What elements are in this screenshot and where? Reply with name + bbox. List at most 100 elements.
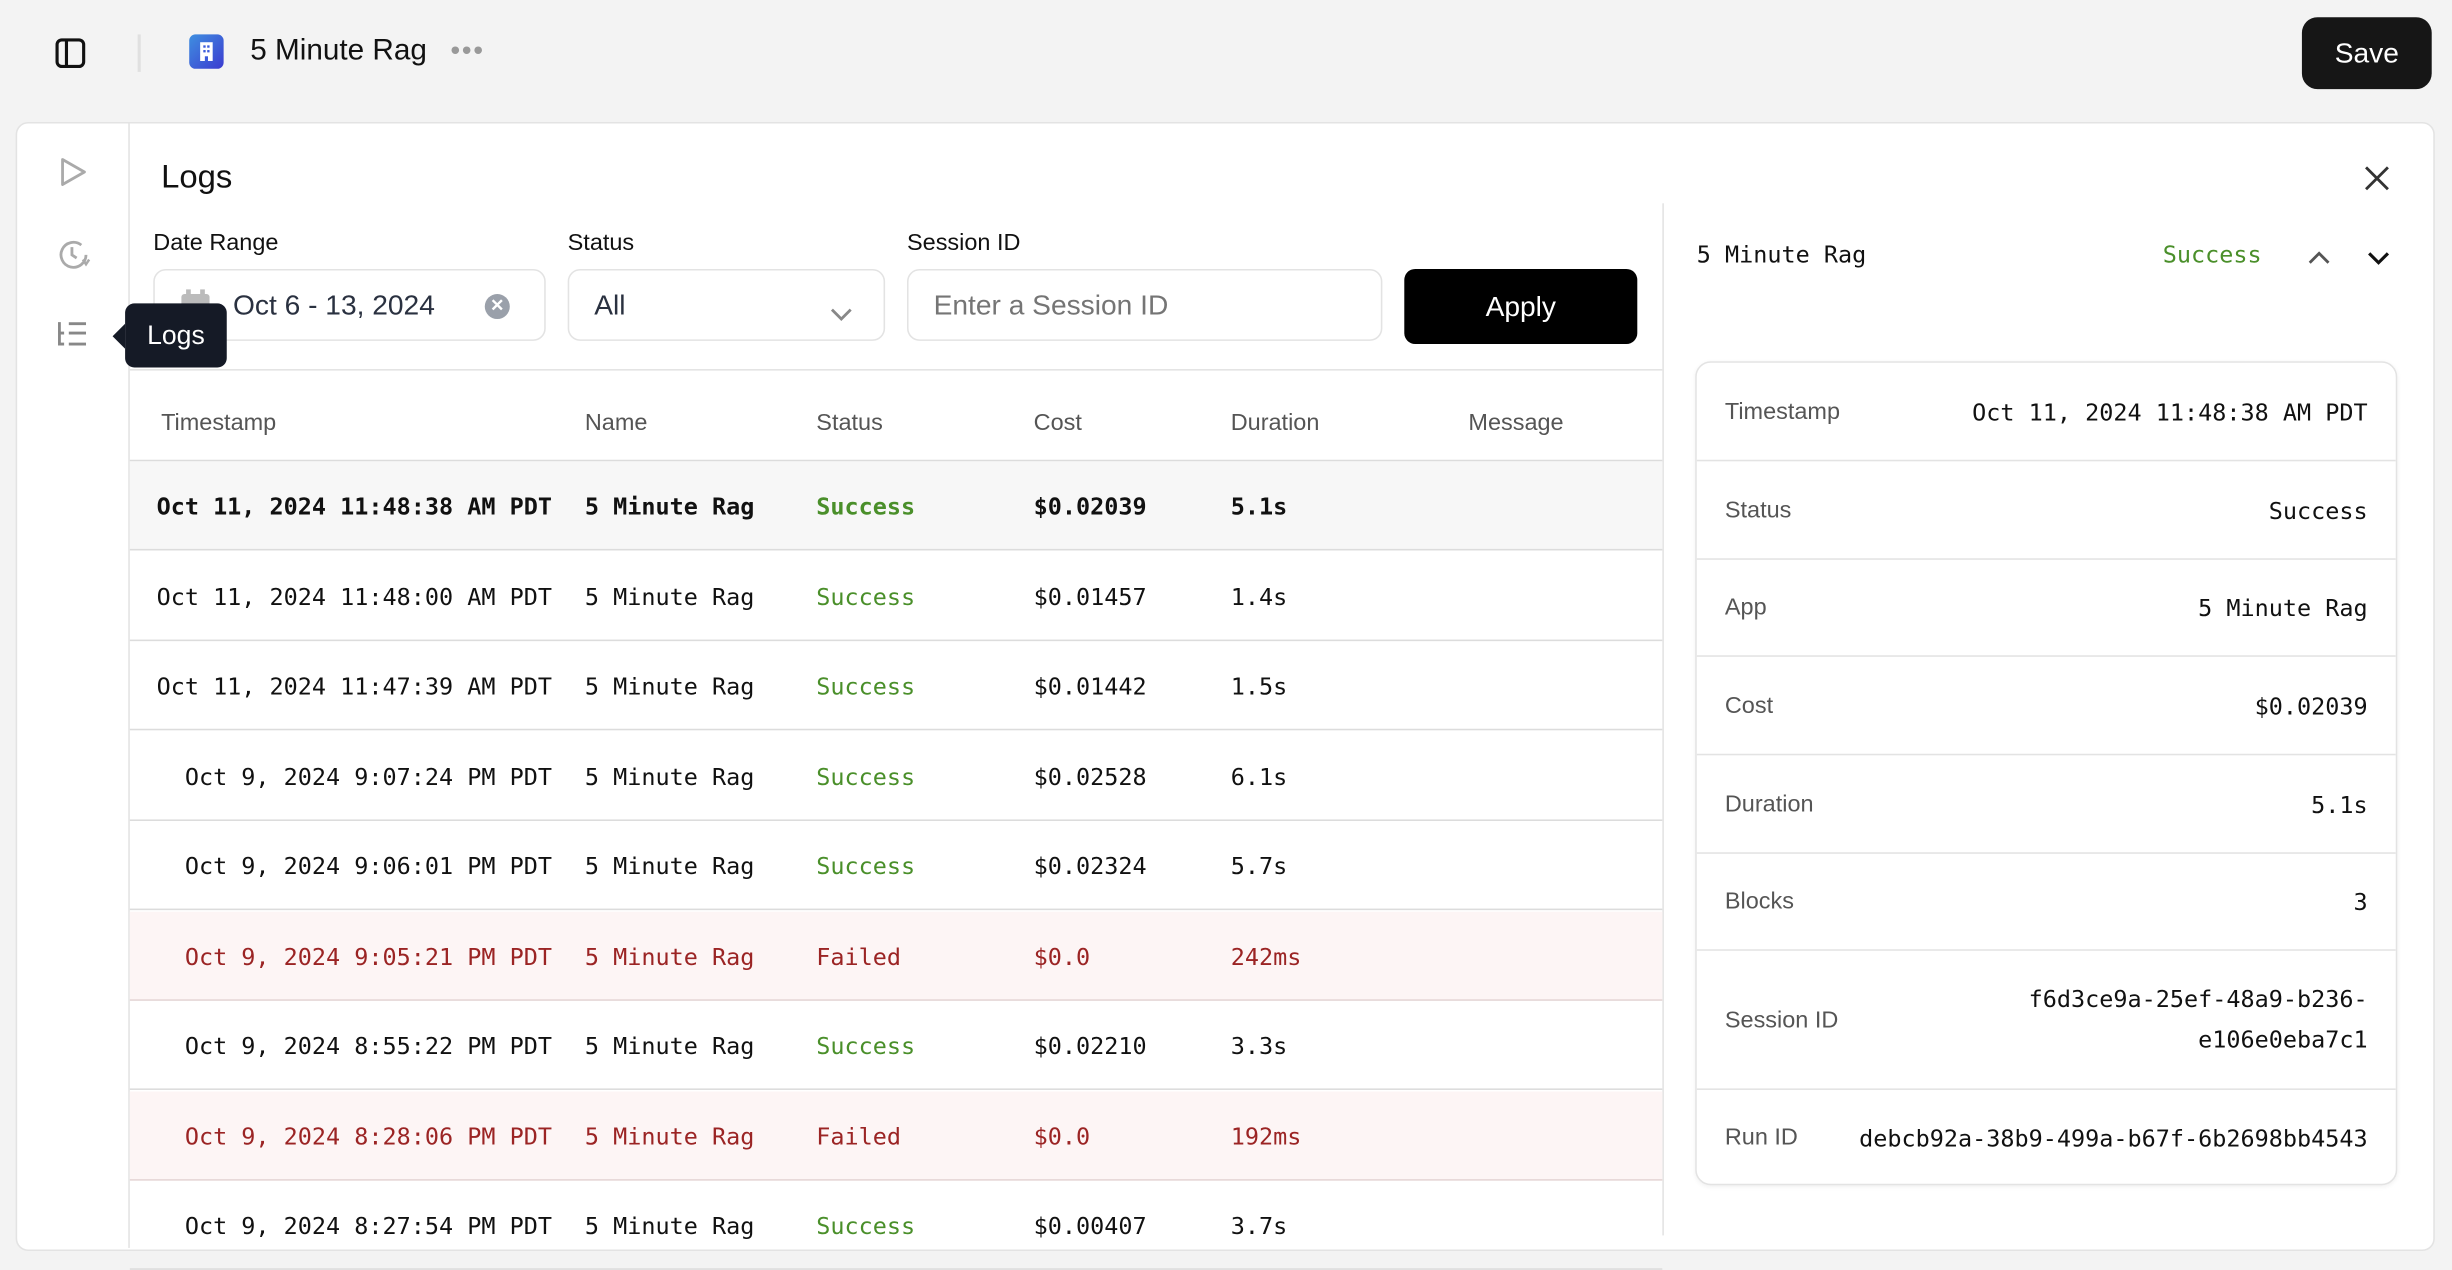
date-range-value: Oct 6 - 13, 2024 xyxy=(233,288,435,320)
apply-button[interactable]: Apply xyxy=(1404,268,1638,345)
cell-status: Success xyxy=(816,852,916,881)
cell-timestamp: Oct 9, 2024 9:06:01 PM PDT xyxy=(184,852,553,881)
detail-status: Success xyxy=(2162,240,2262,269)
cell-cost: $0.02210 xyxy=(1033,1032,1147,1061)
logs-icon[interactable] xyxy=(56,321,87,357)
date-range-picker[interactable]: Oct 6 - 13, 2024 ✕ xyxy=(153,268,546,341)
session-id-label: Session ID xyxy=(907,229,1021,257)
detail-row-timestamp: Timestamp Oct 11, 2024 11:48:38 AM PDT xyxy=(1696,363,2396,462)
app-title: 5 Minute Rag xyxy=(250,34,427,68)
cell-name: 5 Minute Rag xyxy=(584,582,755,611)
cell-name: 5 Minute Rag xyxy=(584,852,755,881)
status-label: Status xyxy=(567,229,635,257)
logs-tooltip: Logs xyxy=(112,303,227,368)
cell-status: Failed xyxy=(816,1122,902,1151)
cell-name: 5 Minute Rag xyxy=(584,672,755,701)
cell-name: 5 Minute Rag xyxy=(584,762,755,791)
cell-timestamp: Oct 11, 2024 11:47:39 AM PDT xyxy=(156,672,553,701)
detail-row-run-id: Run ID debcb92a-38b9-499a-b67f-6b2698bb45… xyxy=(1697,1090,2396,1184)
detail-value: debcb92a-38b9-499a-b67f-6b2698bb4543 xyxy=(1859,1124,2368,1153)
left-rail xyxy=(16,121,130,1248)
cell-name: 5 Minute Rag xyxy=(584,1122,755,1151)
cell-cost: $0.02039 xyxy=(1033,492,1147,521)
status-select[interactable]: All xyxy=(567,268,886,341)
detail-value: Success xyxy=(2268,496,2368,525)
detail-value: $0.02039 xyxy=(2254,691,2368,721)
cell-timestamp: Oct 9, 2024 8:27:54 PM PDT xyxy=(184,1211,553,1241)
cell-duration: 192ms xyxy=(1230,1122,1302,1151)
detail-row-cost: Cost $0.02039 xyxy=(1696,657,2396,756)
clear-date-icon[interactable]: ✕ xyxy=(484,293,510,320)
detail-row-app: App 5 Minute Rag xyxy=(1696,560,2396,657)
detail-value: 3 xyxy=(2353,888,2368,917)
cell-timestamp: Oct 9, 2024 8:28:06 PM PDT xyxy=(184,1122,553,1151)
table-row[interactable]: Oct 9, 2024 9:05:21 PM PDT 5 Minute Rag Fa… xyxy=(129,910,1663,1001)
table-row[interactable]: Oct 11, 2024 11:48:38 AM PDT 5 Minute Rag… xyxy=(129,461,1663,551)
detail-label: Session ID xyxy=(1724,1006,1839,1033)
cell-status: Success xyxy=(816,762,916,791)
detail-value: Oct 11, 2024 11:48:38 AM PDT xyxy=(1972,397,2368,427)
table-row[interactable]: Oct 9, 2024 8:28:06 PM PDT 5 Minute Rag Fa… xyxy=(129,1090,1663,1180)
detail-label: App xyxy=(1724,594,1767,621)
cell-status: Success xyxy=(816,492,916,521)
panel-divider xyxy=(1662,203,1664,1236)
cell-cost: $0.0 xyxy=(1033,942,1091,971)
next-log-icon[interactable] xyxy=(2368,246,2390,274)
cell-cost: $0.00407 xyxy=(1033,1211,1147,1241)
table-row[interactable]: Oct 9, 2024 9:07:24 PM PDT 5 Minute Rag Su… xyxy=(129,731,1663,821)
column-header-message: Message xyxy=(1468,409,1564,437)
cell-status: Success xyxy=(816,1032,916,1061)
cell-duration: 1.5s xyxy=(1230,672,1288,701)
detail-card: Timestamp Oct 11, 2024 11:48:38 AM PDT Sta… xyxy=(1695,361,2398,1186)
detail-row-status: Status Success xyxy=(1696,461,2396,560)
date-range-label: Date Range xyxy=(153,229,279,257)
more-options-icon[interactable]: ••• xyxy=(450,34,485,66)
status-value: All xyxy=(594,288,626,320)
cell-timestamp: Oct 9, 2024 8:55:22 PM PDT xyxy=(184,1032,553,1061)
cell-name: 5 Minute Rag xyxy=(584,1211,755,1241)
cell-duration: 3.3s xyxy=(1230,1032,1288,1061)
table-row[interactable]: Oct 11, 2024 11:47:39 AM PDT 5 Minute Rag… xyxy=(129,641,1663,731)
cell-cost: $0.01457 xyxy=(1033,582,1147,611)
detail-label: Cost xyxy=(1724,691,1774,719)
play-icon[interactable] xyxy=(58,156,89,195)
cell-timestamp: Oct 9, 2024 9:05:21 PM PDT xyxy=(184,942,553,971)
table-row[interactable]: Oct 9, 2024 8:27:54 PM PDT 5 Minute Rag Su… xyxy=(129,1181,1663,1270)
detail-name: 5 Minute Rag xyxy=(1696,240,1867,269)
cell-name: 5 Minute Rag xyxy=(584,942,755,971)
detail-row-duration: Duration 5.1s xyxy=(1696,755,2396,854)
detail-label: Status xyxy=(1724,496,1792,524)
divider xyxy=(137,34,141,72)
cell-status: Failed xyxy=(816,942,902,971)
table-row[interactable]: Oct 9, 2024 8:55:22 PM PDT 5 Minute Rag Su… xyxy=(129,1001,1663,1090)
save-button[interactable]: Save xyxy=(2301,17,2432,90)
header-divider xyxy=(129,459,1663,462)
detail-label: Run ID xyxy=(1724,1124,1798,1151)
cell-duration: 5.1s xyxy=(1230,492,1288,521)
cell-timestamp: Oct 11, 2024 11:48:00 AM PDT xyxy=(156,582,553,611)
sidebar-toggle-icon[interactable] xyxy=(55,38,86,69)
close-icon[interactable] xyxy=(2363,164,2391,200)
cell-cost: $0.0 xyxy=(1033,1122,1091,1151)
detail-row-blocks: Blocks 3 xyxy=(1696,854,2396,951)
previous-log-icon[interactable] xyxy=(2308,246,2330,274)
column-header-cost: Cost xyxy=(1033,409,1082,437)
history-icon[interactable] xyxy=(56,238,91,280)
detail-value: 5 Minute Rag xyxy=(2198,594,2368,623)
cell-name: 5 Minute Rag xyxy=(584,492,755,521)
cell-duration: 5.7s xyxy=(1230,852,1288,881)
column-header-timestamp: Timestamp xyxy=(161,409,277,437)
session-id-input[interactable] xyxy=(907,268,1383,341)
logs-title: Logs xyxy=(161,159,233,196)
table-row[interactable]: Oct 9, 2024 9:06:01 PM PDT 5 Minute Rag Su… xyxy=(129,821,1663,911)
table-row[interactable]: Oct 11, 2024 11:48:00 AM PDT 5 Minute Rag… xyxy=(129,551,1663,641)
chevron-down-icon xyxy=(830,297,852,330)
cell-duration: 1.4s xyxy=(1230,582,1288,611)
column-header-name: Name xyxy=(584,409,648,437)
cell-status: Success xyxy=(816,1211,916,1241)
detail-label: Duration xyxy=(1724,790,1814,818)
cell-cost: $0.01442 xyxy=(1033,672,1147,701)
cell-status: Success xyxy=(816,582,916,611)
detail-label: Timestamp xyxy=(1724,397,1841,425)
filter-divider xyxy=(129,369,1663,371)
